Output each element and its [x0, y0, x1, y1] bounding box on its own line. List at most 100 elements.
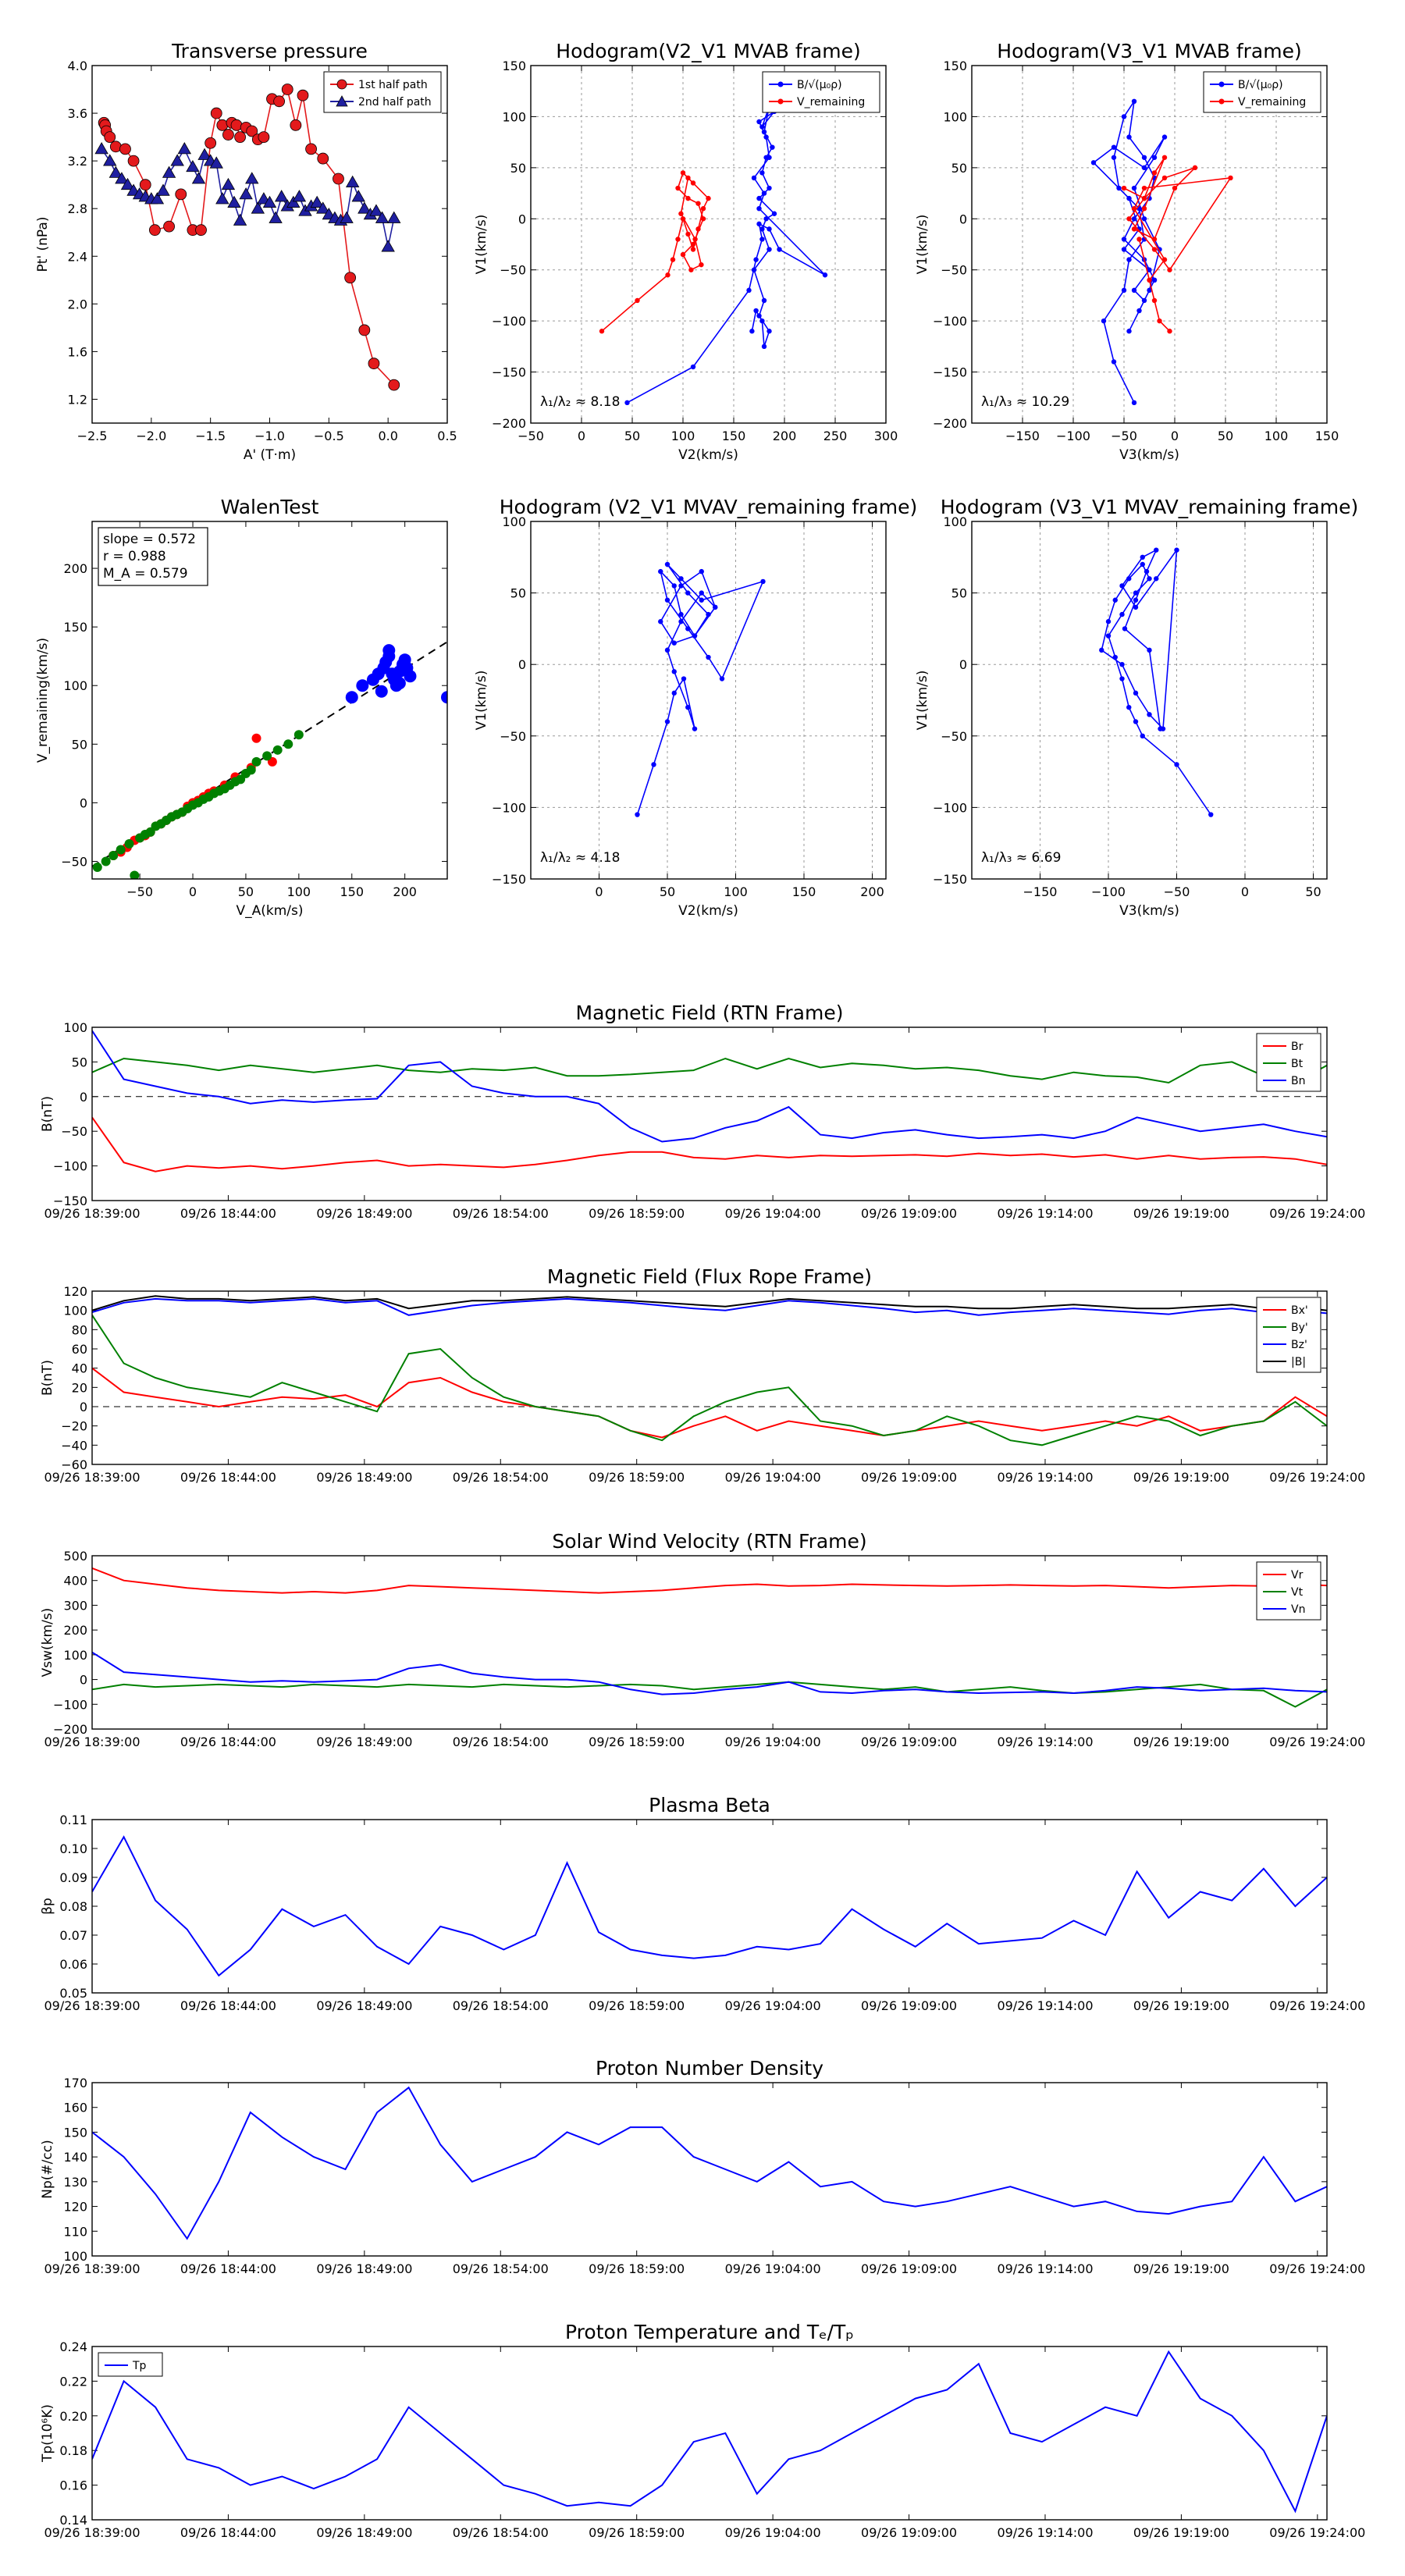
- x-tick-label: 09/26 18:44:00: [180, 1470, 276, 1485]
- series-line-vr: [92, 1567, 1327, 1594]
- data-point-v-remaining: [675, 237, 681, 242]
- y-tick-label: 200: [63, 561, 87, 576]
- plot-frame: [971, 65, 1328, 424]
- x-tick-label: 09/26 18:49:00: [316, 1470, 412, 1485]
- plot-frame: [91, 65, 448, 424]
- data-point-2nd-half-path: [120, 177, 135, 190]
- hodogram-v2-v1-mvav-panel: −150 −100 −50 0 50 100 0 50 100 150 200 Hodogram (V…: [474, 496, 917, 919]
- series-line-np: [92, 2086, 1327, 2240]
- y-tick-label: 0: [518, 212, 526, 226]
- data-point-v: [671, 640, 677, 646]
- eigenvalue-ratio-annotation: λ₁/λ₃ ≈ 6.69: [981, 850, 1061, 866]
- data-point-v: [658, 619, 663, 624]
- data-point-v-remaining: [1172, 185, 1178, 191]
- x-tick-label: 09/26 18:39:00: [44, 1470, 140, 1485]
- x-tick-label: 09/26 19:14:00: [997, 1470, 1093, 1485]
- plot-frame: [530, 65, 887, 424]
- stats-box-frame: [98, 527, 208, 586]
- data-point-1st-half-path: [273, 95, 286, 108]
- data-point-b: [1141, 216, 1147, 222]
- y-tick-label: −200: [53, 1722, 87, 1737]
- legend-label: Bn: [1291, 1075, 1305, 1087]
- legend-label: 1st half path: [358, 79, 428, 91]
- x-tick-label: 09/26 19:04:00: [725, 1735, 821, 1749]
- data-point-1st-half-path: [368, 358, 380, 370]
- x-tick-label: 09/26 19:14:00: [997, 1998, 1093, 2013]
- stats-line: M_A = 0.579: [103, 566, 188, 582]
- x-tick-label: 09/26 19:24:00: [1269, 1470, 1365, 1485]
- data-point-2nd-half-path: [251, 201, 265, 214]
- x-tick-label: 0: [1171, 429, 1179, 443]
- data-point-green: [116, 845, 126, 855]
- data-point-v-remaining: [699, 262, 704, 268]
- plasma-beta-panel: 0.05 0.06 0.07 0.08 0.09 0.10 0.11 09/26 18:39:…: [40, 1794, 1365, 2013]
- chart-title: Plasma Beta: [649, 1794, 770, 1816]
- data-point-v: [760, 578, 766, 585]
- x-tick-label: −2.5: [77, 429, 108, 443]
- x-tick-label: 09/26 19:24:00: [1269, 1206, 1365, 1221]
- x-axis-label: V2(km/s): [678, 447, 738, 463]
- x-tick-label: 09/26 18:39:00: [44, 2525, 140, 2540]
- y-tick-label: 2.0: [68, 297, 87, 311]
- legend-marker: [777, 98, 784, 105]
- x-tick-label: −150: [1023, 884, 1058, 899]
- data-point-v-remaining: [680, 216, 686, 222]
- data-point-b: [761, 190, 767, 196]
- data-point-v: [706, 611, 711, 617]
- data-point-blue: [345, 691, 358, 704]
- data-point-blue: [382, 644, 396, 657]
- x-tick-label: 09/26 19:09:00: [861, 1470, 957, 1485]
- series-line-bn: [92, 1030, 1327, 1143]
- data-point-v-remaining: [1157, 318, 1162, 324]
- y-tick-label: 50: [72, 737, 87, 752]
- chart-title: Hodogram (V3_V1 MVAV_remaining frame): [941, 496, 1359, 518]
- y-tick-label: 50: [951, 586, 967, 601]
- y-tick-label: 50: [951, 161, 967, 176]
- x-tick-label: 09/26 18:49:00: [316, 1735, 412, 1749]
- data-point-b: [690, 364, 696, 370]
- data-point-b: [761, 297, 767, 304]
- y-tick-label: 150: [63, 620, 87, 635]
- data-point-v: [671, 690, 677, 696]
- plot-frame: [530, 521, 887, 880]
- data-point-1st-half-path: [148, 224, 161, 237]
- y-axis-label: Vsw(km/s): [40, 1608, 55, 1678]
- x-tick-label: 09/26 19:04:00: [725, 1998, 821, 2013]
- magnetic-field-flux-rope-panel: −60 −40 −20 0 20 40 60 80 100 120 09/26 18:39:00 09…: [40, 1265, 1365, 1485]
- data-layer: [1099, 547, 1214, 817]
- legend-label: V_remaining: [797, 96, 865, 109]
- stats-line: r = 0.988: [103, 549, 166, 564]
- y-tick-label: −150: [492, 365, 526, 380]
- data-point-1st-half-path: [139, 179, 151, 191]
- legend-marker: [336, 95, 348, 107]
- data-point-b: [1121, 287, 1127, 294]
- data-point-red: [251, 733, 261, 743]
- data-point-2nd-half-path: [177, 142, 191, 155]
- y-tick-label: −150: [933, 872, 967, 887]
- x-tick-label: 09/26 19:04:00: [725, 1470, 821, 1485]
- data-point-v-remaining: [1141, 185, 1147, 191]
- data-point-b: [759, 124, 765, 130]
- data-point-v-remaining: [670, 257, 676, 262]
- y-tick-label: 60: [72, 1342, 87, 1357]
- eigenvalue-ratio-annotation: λ₁/λ₂ ≈ 8.18: [540, 394, 620, 410]
- data-point-1st-half-path: [246, 125, 258, 137]
- x-tick-label: 09/26 19:09:00: [861, 1998, 957, 2013]
- x-tick-label: 150: [1315, 429, 1339, 443]
- x-tick-label: −150: [1005, 429, 1040, 443]
- y-tick-label: 100: [502, 514, 526, 529]
- y-tick-label: 0.24: [59, 2339, 87, 2354]
- data-point-b: [763, 134, 769, 140]
- data-point-v-remaining: [695, 226, 701, 232]
- x-tick-label: 09/26 18:44:00: [180, 1735, 276, 1749]
- data-point-green: [293, 730, 304, 740]
- data-point-1st-half-path: [234, 131, 246, 143]
- data-point-2nd-half-path: [245, 172, 259, 184]
- plot-frame: [971, 521, 1328, 880]
- x-tick-label: 09/26 19:14:00: [997, 1206, 1093, 1221]
- data-point-b: [1121, 114, 1127, 119]
- data-point-2nd-half-path: [387, 211, 401, 223]
- data-layer: [599, 104, 828, 406]
- y-tick-label: −50: [500, 263, 526, 278]
- x-tick-label: 09/26 18:49:00: [316, 1998, 412, 2013]
